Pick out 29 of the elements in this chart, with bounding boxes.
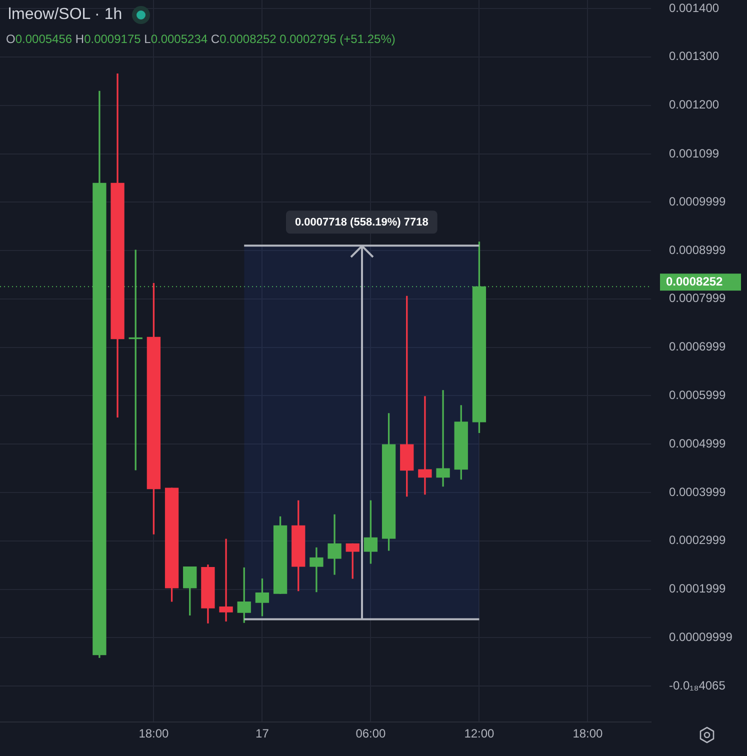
y-tick-label: 0.0005999 — [669, 388, 726, 402]
y-tick-label: 0.001099 — [669, 146, 720, 160]
y-tick-label: 0.001200 — [669, 98, 720, 112]
y-tick-label: 0.0007999 — [669, 291, 726, 306]
candlestick — [219, 538, 233, 622]
x-tick-label: 18:00 — [138, 726, 170, 741]
candlestick — [310, 547, 324, 592]
y-tick-label: 0.0003999 — [669, 484, 726, 499]
candlestick — [418, 396, 432, 495]
y-tick-label: -0.0₁₈4065 — [669, 678, 726, 692]
ref-line-label: 0.0008252 — [666, 274, 724, 288]
y-tick-label: 0.0002999 — [669, 533, 726, 548]
candlestick — [328, 514, 342, 575]
chart-title: lmeow/SOL · 1h — [8, 5, 122, 25]
text: O0.0005456 H0.0009175 L0.0005234 C0.0008252 0.0002795 (+51.25%) — [6, 32, 396, 46]
candlestick — [436, 390, 450, 487]
x-tick-label: 06:00 — [356, 726, 386, 741]
annotation: 0.0007718 (558.19%) 7718 — [294, 216, 428, 229]
y-tick-label: 0.00009999 — [669, 630, 733, 644]
y-tick-label: 0.0001999 — [669, 582, 726, 596]
y-tick-label: 0.0009999 — [669, 194, 726, 208]
y-tick-label: 0.001300 — [669, 49, 720, 64]
y-tick-label: 0.0008999 — [669, 242, 726, 257]
y-tick-label: 0.0006999 — [669, 340, 726, 354]
y-tick-label: 0.0004999 — [669, 436, 726, 450]
x-tick-label: 18:00 — [572, 726, 604, 741]
y-tick-label: 0.001400 — [669, 0, 720, 15]
x-tick-label: 17 — [256, 726, 270, 741]
x-tick-label: 12:00 — [464, 726, 495, 741]
